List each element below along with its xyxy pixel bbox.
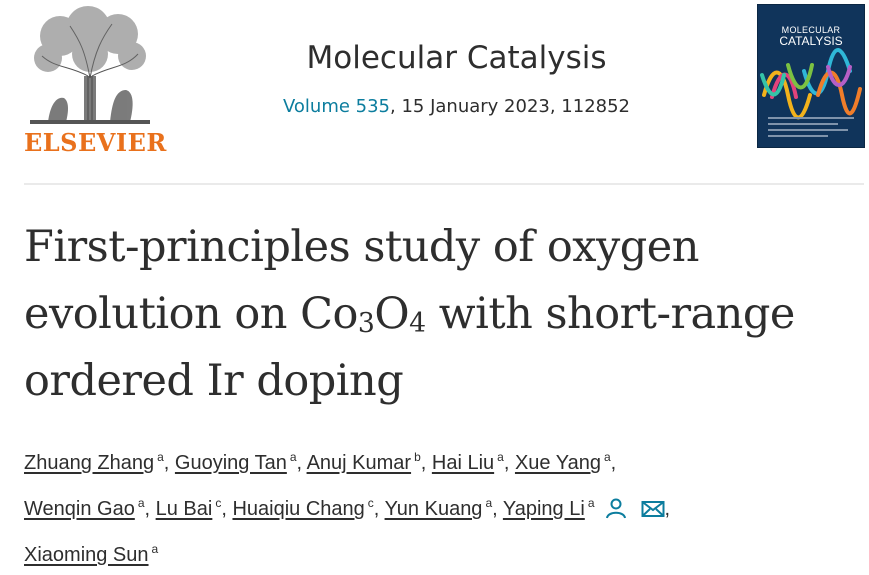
affiliation-marker[interactable]: a (151, 542, 159, 556)
author-item[interactable]: Anuj Kumar b, (306, 450, 427, 474)
affiliation-marker[interactable]: a (485, 496, 493, 510)
journal-cover-thumbnail[interactable]: MOLECULAR CATALYSIS (757, 4, 865, 148)
author-name[interactable]: Lu Bai (155, 498, 213, 520)
author-separator: , (420, 452, 427, 474)
issue-info: Volume 535, 15 January 2023, 112852 (200, 96, 713, 117)
affiliation-marker[interactable]: a (137, 496, 145, 510)
author-item[interactable]: Lu Bai c, (155, 496, 227, 520)
author-separator: , (492, 498, 498, 520)
issue-date-article-number: , 15 January 2023, 112852 (390, 96, 631, 117)
author-separator: , (296, 452, 303, 474)
author-name[interactable]: Guoying Tan (174, 452, 287, 474)
author-separator: , (610, 452, 617, 474)
author-name[interactable]: Anuj Kumar (306, 452, 412, 474)
author-item[interactable]: Hai Liu a, (431, 450, 510, 474)
cover-title: MOLECULAR CATALYSIS (758, 25, 864, 47)
author-separator: , (664, 498, 671, 520)
journal-title[interactable]: Molecular Catalysis (306, 40, 607, 76)
author-item[interactable]: Wenqin Gao a, (24, 496, 151, 520)
tree-of-knowledge-icon (30, 6, 150, 124)
affiliation-marker[interactable]: a (497, 450, 504, 464)
author-separator: , (163, 452, 170, 474)
author-name[interactable]: Hai Liu (431, 452, 495, 474)
cover-title-line1: MOLECULAR (781, 25, 841, 35)
author-name[interactable]: Yaping Li (502, 498, 585, 520)
affiliation-marker[interactable]: a (289, 450, 297, 464)
person-icon[interactable] (605, 497, 627, 519)
title-text-part1: First-principles study of oxygen evoluti… (24, 222, 699, 339)
author-name[interactable]: Huaiqiu Chang (232, 498, 365, 520)
elsevier-wordmark: ELSEVIER (24, 128, 167, 157)
author-item[interactable]: Yaping Li a, (502, 496, 671, 520)
title-text-part2: O (374, 289, 410, 339)
author-item[interactable]: Xiaoming Sun a (24, 542, 159, 566)
author-separator: , (221, 498, 227, 520)
author-item[interactable]: Xue Yang a, (514, 450, 617, 474)
author-item[interactable]: Zhuang Zhang a, (24, 450, 170, 474)
affiliation-marker[interactable]: a (603, 450, 611, 464)
author-name[interactable]: Xiaoming Sun (24, 544, 149, 566)
author-separator: , (144, 498, 151, 520)
author-name[interactable]: Yun Kuang (384, 498, 483, 520)
author-name[interactable]: Xue Yang (514, 452, 601, 474)
author-name[interactable]: Zhuang Zhang (24, 452, 155, 474)
affiliation-marker[interactable]: c (367, 496, 374, 510)
author-separator: , (373, 498, 380, 520)
affiliation-marker[interactable]: a (587, 496, 595, 510)
affiliation-marker[interactable]: c (215, 496, 222, 510)
envelope-icon[interactable] (641, 499, 665, 519)
author-item[interactable]: Guoying Tan a, (174, 450, 303, 474)
affiliation-marker[interactable]: a (157, 450, 164, 464)
author-list: Zhuang Zhang a, Guoying Tan a, Anuj Kumar b… (24, 437, 854, 575)
header-divider (24, 183, 864, 185)
author-separator: , (503, 452, 510, 474)
volume-link[interactable]: Volume 535 (282, 96, 391, 117)
title-subscript-1: 3 (357, 307, 375, 339)
elsevier-logo[interactable]: ELSEVIER (24, 6, 166, 157)
author-name[interactable]: Wenqin Gao (24, 498, 135, 520)
title-subscript-2: 4 (409, 307, 426, 339)
title-text-part3: with short-range ordered Ir doping (24, 289, 795, 406)
author-item[interactable]: Yun Kuang a, (384, 496, 498, 520)
cover-title-line2: CATALYSIS (779, 34, 843, 48)
article-title: First-principles study of oxygen evoluti… (24, 214, 864, 415)
affiliation-marker[interactable]: b (414, 450, 421, 464)
cover-artwork (760, 48, 862, 137)
author-item[interactable]: Huaiqiu Chang c, (232, 496, 380, 520)
